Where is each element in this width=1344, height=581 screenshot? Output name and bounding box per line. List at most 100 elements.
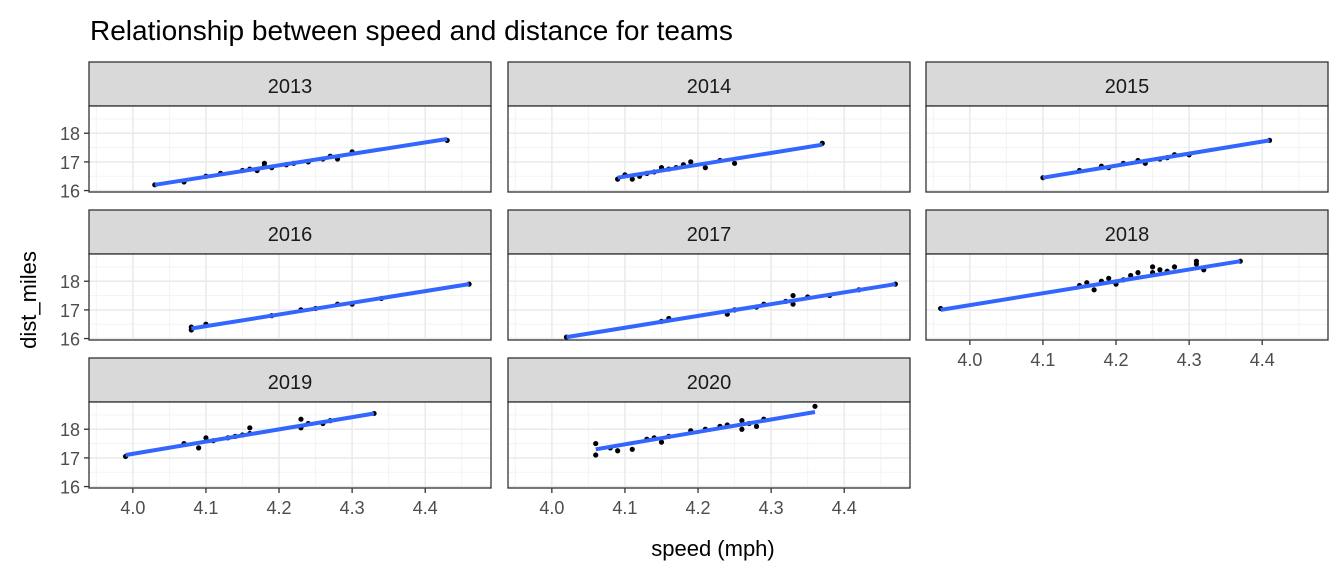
data-point [247,425,253,431]
x-axis-title: speed (mph) [651,536,775,561]
facet-strip [925,61,1329,107]
chart-title: Relationship between speed and distance … [90,15,733,46]
fit-line [940,259,1241,312]
facet-panel-2015: 2015 [925,61,1329,193]
data-point [261,160,268,166]
x-tick-label: 4.3 [340,498,365,518]
x-tick-label: 4.0 [120,498,145,518]
y-tick-label: 16 [60,182,80,202]
facet-panel-2017: 2017 [507,209,911,341]
facet-strip [88,61,492,107]
facet-panels: 2013 16 17 18 2014 2015 2016 16 17 18 2017 2018 4.0 4… [60,61,1329,518]
fit-line [154,136,448,187]
y-axis-title: dist_miles [16,251,41,349]
panel-border [925,105,1329,193]
panel-border [88,105,492,193]
x-tick-label: 4.2 [1104,350,1129,370]
data-point [615,448,621,454]
data-point [629,446,635,452]
fit-line [191,282,470,331]
y-tick-label: 17 [60,153,80,173]
facet-strip-label: 2019 [268,372,313,394]
data-point [1171,264,1178,270]
data-point [790,301,796,307]
x-tick-label: 4.0 [539,498,564,518]
x-tick-label: 4.4 [832,498,857,518]
x-tick-label: 4.4 [413,498,438,518]
facet-strip-label: 2016 [268,224,313,246]
y-tick-label: 18 [60,124,80,144]
data-point [812,403,818,409]
panel-background [508,106,910,192]
fit-line [617,142,823,180]
data-point [593,452,599,458]
panel-border [507,401,911,489]
data-point [1106,275,1112,281]
y-tick-label: 18 [60,420,80,440]
data-point [702,165,708,171]
x-tick-label: 4.1 [1030,350,1055,370]
facet-strip-label: 2013 [268,76,313,98]
panel-background [926,106,1328,192]
data-point [1091,287,1097,293]
fit-line [566,282,896,340]
fit-line [595,410,816,452]
x-tick-label: 4.1 [193,498,218,518]
facet-strip [925,209,1329,255]
data-point [739,418,745,424]
panel-border [88,253,492,341]
panel-background [89,106,491,192]
data-point [790,292,796,299]
x-tick-label: 4.0 [957,350,982,370]
data-point [1149,264,1156,270]
x-tick-label: 4.3 [1177,350,1202,370]
x-tick-label: 4.4 [1250,350,1275,370]
panel-border [507,253,911,341]
panel-border [507,105,911,193]
data-point [203,435,209,441]
fit-line [1042,138,1270,180]
data-point [688,159,694,165]
y-tick-label: 16 [60,330,80,350]
x-tick-label: 4.2 [686,498,711,518]
y-tick-label: 18 [60,272,80,292]
facet-strip [507,61,911,107]
facet-panel-2019: 2019 16 17 18 4.0 4.1 4.2 4.3 4.4 [60,357,492,518]
facet-strip-label: 2014 [687,76,732,98]
data-point [593,440,599,447]
data-point [629,176,635,182]
data-point [731,160,738,166]
x-tick-label: 4.2 [267,498,292,518]
facet-strip [88,209,492,255]
facet-strip-label: 2018 [1105,224,1150,246]
facet-strip-label: 2020 [687,372,732,394]
facet-strip [88,357,492,403]
facet-strip-label: 2017 [687,224,732,246]
panel-background [926,254,1328,340]
y-tick-label: 17 [60,301,80,321]
x-tick-label: 4.3 [759,498,784,518]
panel-border [88,401,492,489]
panel-border [925,253,1329,341]
fit-line [125,411,375,458]
y-tick-label: 16 [60,478,80,498]
panel-background [508,254,910,340]
facet-panel-2013: 2013 16 17 18 [60,61,492,202]
facet-panel-2016: 2016 16 17 18 [60,209,492,350]
data-point [1193,258,1200,264]
x-tick-label: 4.1 [612,498,637,518]
data-point [1135,270,1141,276]
data-point [739,426,745,432]
y-tick-label: 17 [60,449,80,469]
panel-background [89,254,491,340]
panel-background [508,402,910,488]
data-point [1157,267,1163,273]
panel-background [89,402,491,488]
facet-panel-2020: 2020 4.0 4.1 4.2 4.3 4.4 [507,357,911,518]
facet-strip-label: 2015 [1105,76,1150,98]
data-point [658,439,665,445]
data-point [298,416,304,422]
facet-panel-2018: 2018 4.0 4.1 4.2 4.3 4.4 [925,209,1329,370]
